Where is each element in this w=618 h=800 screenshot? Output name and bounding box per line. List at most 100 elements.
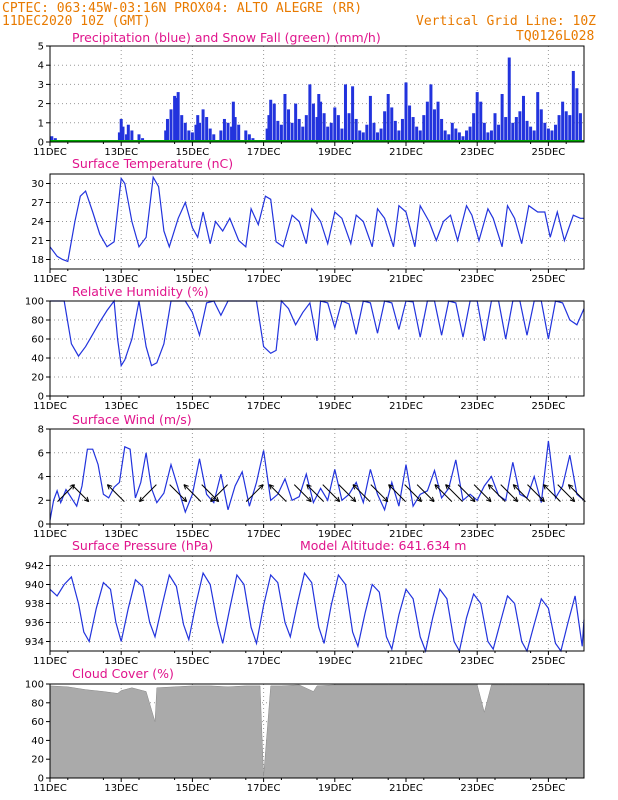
precip-bar <box>450 122 454 142</box>
precip-bar <box>425 101 429 142</box>
wind-arrow-head <box>306 496 312 503</box>
wind-xtick-label: 25DEC <box>532 529 566 540</box>
precip-bar <box>290 122 294 142</box>
precip-xtick-label: 19DEC <box>318 147 352 158</box>
wind-xtick-label: 21DEC <box>389 529 423 540</box>
precip-bar <box>390 107 394 142</box>
precip-ytick-label: 2 <box>38 99 44 110</box>
wind-arrow <box>568 484 586 502</box>
precip-bar <box>173 95 177 142</box>
wind-arrow <box>543 484 561 502</box>
wind-xtick-label: 17DEC <box>247 529 281 540</box>
precip-bar <box>518 111 522 142</box>
precip-bar <box>187 130 191 142</box>
precip-bar <box>536 92 540 142</box>
wind-arrow-head <box>512 496 519 503</box>
pressure-xtick-label: 15DEC <box>176 656 210 667</box>
precip-bar <box>169 109 173 142</box>
precip-ytick-label: 1 <box>38 118 44 129</box>
panels-group: 0 1 2 3 4 5 11DEC 13DEC 15DEC 17DEC 19DEC 21DEC 23DE… <box>25 42 586 794</box>
precip-bar <box>121 126 125 142</box>
precip-bar <box>479 101 483 142</box>
precip-bar <box>447 134 451 142</box>
wind-arrow-head <box>352 484 358 490</box>
cloud-ytick-label: 20 <box>31 755 44 766</box>
cloud-xtick-label: 15DEC <box>176 783 210 794</box>
wind-arrow <box>269 484 287 502</box>
wind-arrow <box>512 484 531 502</box>
precip-bar <box>137 134 141 142</box>
humidity-xtick-label: 23DEC <box>460 401 494 412</box>
temperature-ytick-label: 21 <box>31 236 44 247</box>
precip-bar <box>454 128 458 142</box>
precip-bar <box>568 115 572 142</box>
temperature-ytick-label: 24 <box>31 217 44 228</box>
precip-bar <box>301 126 305 142</box>
cloud-xtick-label: 23DEC <box>460 783 494 794</box>
precip-panel: 0 1 2 3 4 5 11DEC 13DEC 15DEC 17DEC 19DEC 21DEC 23DE… <box>33 42 585 158</box>
wind-arrow <box>487 484 506 502</box>
precip-bar <box>190 132 194 142</box>
wind-arrow-head <box>470 496 476 503</box>
wind-arrow <box>388 484 406 502</box>
precip-bar <box>322 113 326 142</box>
wind-arrow <box>71 484 90 502</box>
precip-xtick-label: 13DEC <box>104 147 138 158</box>
precip-bar <box>226 122 230 142</box>
precip-bar <box>208 128 212 142</box>
precip-bar <box>418 130 422 142</box>
precip-bar <box>205 117 209 142</box>
wind-arrow <box>183 484 202 502</box>
temperature-ytick-label: 30 <box>31 179 44 190</box>
precip-bar <box>319 101 323 142</box>
humidity-title: Relative Humidity (%) <box>72 284 209 299</box>
precip-bar <box>231 101 235 142</box>
precip-bar <box>546 128 550 142</box>
wind-arrow <box>201 484 220 502</box>
wind-arrow <box>245 484 264 502</box>
temperature-xtick-label: 23DEC <box>460 274 494 285</box>
precip-bar <box>400 118 404 142</box>
precip-bar <box>276 120 280 142</box>
precip-bar <box>308 84 312 142</box>
wind-arrow-head <box>445 484 451 490</box>
precip-bar <box>351 86 355 142</box>
humidity-xtick-label: 13DEC <box>104 401 138 412</box>
precip-bar <box>237 124 241 142</box>
cloud-panel: 0 20 40 60 80 100 11DEC 13DEC 15DEC 17DEC 19DEC 21D… <box>25 680 585 794</box>
precip-bar <box>525 120 529 142</box>
wind-arrow-head <box>434 484 440 490</box>
precip-bar <box>247 134 251 142</box>
precip-ytick-label: 4 <box>38 61 44 72</box>
pressure-ytick-label: 934 <box>25 637 44 648</box>
precip-bar <box>176 92 180 142</box>
humidity-ytick-label: 80 <box>31 316 44 327</box>
precip-bar <box>514 117 518 142</box>
pressure-xtick-label: 11DEC <box>33 656 67 667</box>
wind-arrow-head <box>512 484 519 490</box>
precip-bar <box>561 101 565 142</box>
humidity-ytick-label: 60 <box>31 335 44 346</box>
precip-bar <box>329 122 333 142</box>
header-run-date: 11DEC2020 10Z (GMT) <box>2 14 151 29</box>
pressure-ytick-label: 936 <box>25 618 44 629</box>
precip-bar <box>165 118 169 142</box>
temperature-xtick-label: 19DEC <box>318 274 352 285</box>
wind-arrow-head <box>258 484 264 490</box>
header-grid-note: Vertical Grid Line: 10Z <box>416 14 596 29</box>
precip-bar <box>117 132 121 142</box>
precip-bar <box>436 101 440 142</box>
wind-arrow-head <box>543 484 549 490</box>
precip-bar <box>532 130 536 142</box>
wind-xtick-label: 13DEC <box>104 529 138 540</box>
precip-bar <box>443 130 447 142</box>
precip-bar <box>269 99 273 142</box>
pressure-panel: 934 936 938 940 942 11DEC 13DEC 15DEC 17DEC 19DEC… <box>25 555 585 667</box>
precip-bar <box>130 130 134 142</box>
wind-arrow <box>557 484 576 502</box>
wind-arrow <box>473 484 492 502</box>
precip-bar <box>361 132 365 142</box>
wind-arrow-head <box>268 484 275 490</box>
pressure-xtick-label: 25DEC <box>532 656 566 667</box>
wind-arrow <box>306 484 325 502</box>
